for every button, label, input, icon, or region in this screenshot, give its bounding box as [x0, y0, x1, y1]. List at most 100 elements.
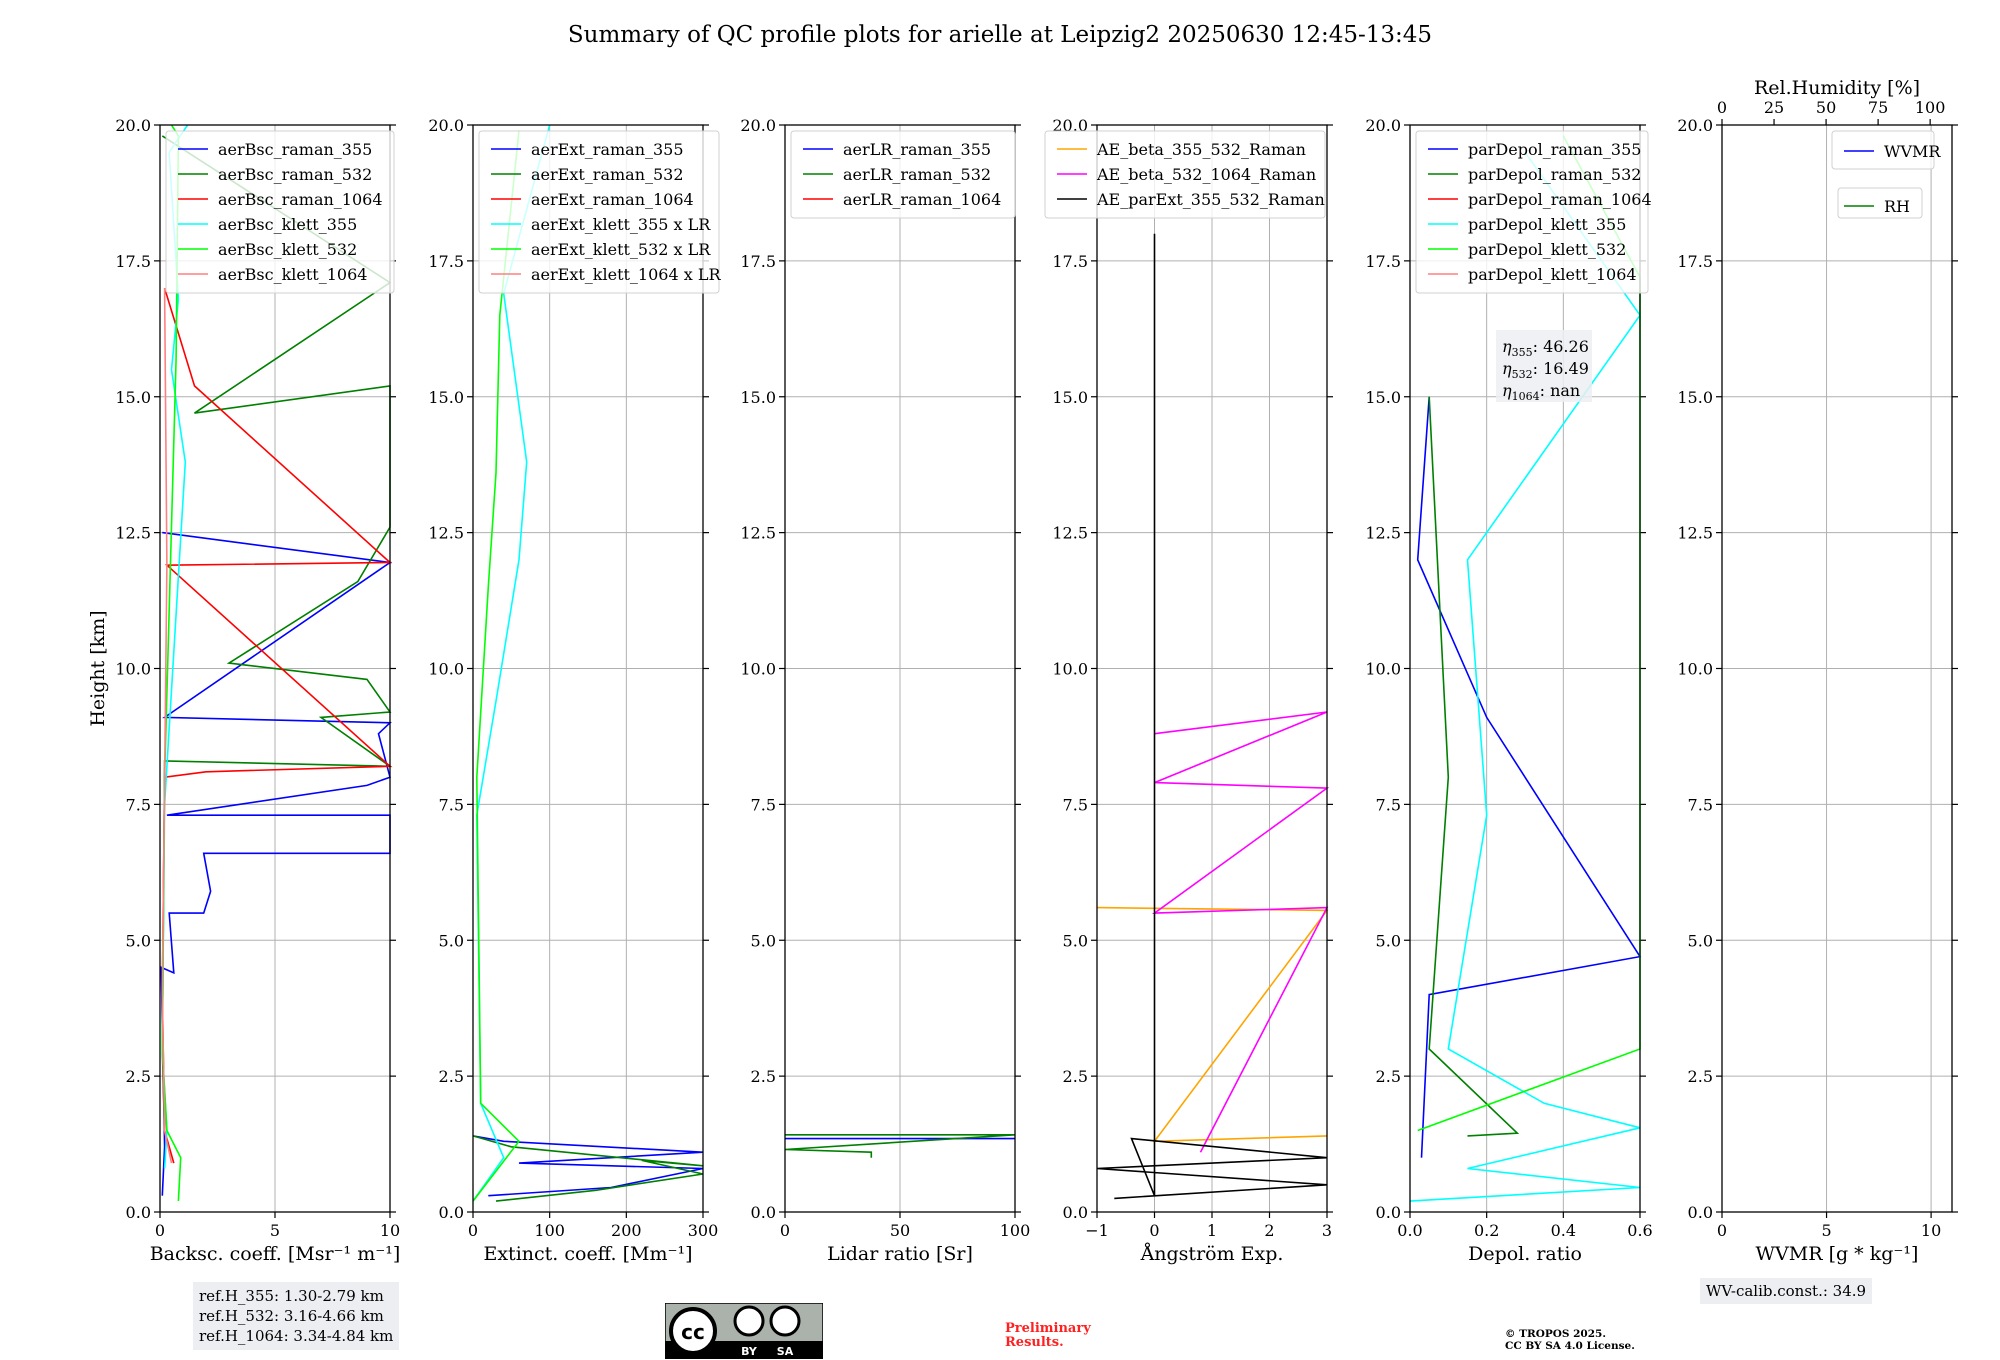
eta-symbol: η [1502, 337, 1512, 356]
legend-label: aerLR_raman_1064 [843, 190, 1001, 209]
x-tick-label: 0.6 [1627, 1221, 1652, 1240]
panel-1: 0.0 2.5 5.0 7.5 10.0 12.5 15.0 17.5 20.0 0 5 10 aerB… [87, 116, 400, 1265]
x-tick-label: −1 [1085, 1221, 1109, 1240]
legend-label: aerExt_raman_1064 [531, 190, 694, 209]
series-line-parDepol_klett_355 [1409, 151, 1641, 1202]
legend-label: parDepol_klett_355 [1468, 215, 1626, 234]
ref-height-532: ref.H_532: 3.16-4.66 km [199, 1307, 384, 1325]
y-tick-label: 0.0 [751, 1203, 776, 1222]
legend: WVMR RH [1831, 130, 1941, 219]
x-tick-label: 0 [468, 1221, 478, 1240]
legend-label: WVMR [1884, 142, 1941, 161]
y-tick-label: 2.5 [126, 1067, 151, 1086]
series-line-aerBsc_raman_532 [161, 135, 393, 1131]
legend-label: aerExt_klett_1064 x LR [531, 265, 721, 284]
top-x-tick-label: 75 [1868, 98, 1888, 117]
x-tick-label: 10 [1921, 1221, 1941, 1240]
y-tick-label: 10.0 [1365, 660, 1401, 679]
y-tick-label: 17.5 [1365, 252, 1401, 271]
x-tick-label: 0 [1717, 1221, 1727, 1240]
y-tick-label: 0.0 [439, 1203, 464, 1222]
y-tick-label: 20.0 [428, 116, 464, 135]
panel-3: 0.0 2.5 5.0 7.5 10.0 12.5 15.0 17.5 20.0 0 50 100 ae… [740, 116, 1030, 1265]
y-tick-label: 2.5 [1063, 1067, 1088, 1086]
legend-label: aerBsc_raman_1064 [218, 190, 383, 209]
panel-6: 0.02.55.07.510.012.515.017.520.00 5 10WVMR… [1677, 77, 1958, 1265]
cc-license-badge: cc BY SA [665, 1303, 823, 1359]
y-tick-label: 2.5 [439, 1067, 464, 1086]
preliminary-line-1: Preliminary [1005, 1321, 1091, 1336]
x-tick-label: 5 [1821, 1221, 1831, 1240]
legend-label: aerBsc_raman_532 [218, 165, 372, 184]
copyright-line-1: © TROPOS 2025. [1505, 1328, 1607, 1340]
y-tick-label: 10.0 [115, 660, 151, 679]
sa-text: SA [777, 1345, 794, 1358]
legend-label: AE_beta_355_532_Raman [1096, 140, 1306, 159]
y-tick-label: 5.0 [439, 931, 464, 950]
x-tick-label: 5 [270, 1221, 280, 1240]
legend-label: aerExt_klett_355 x LR [531, 215, 711, 234]
legend: AE_beta_355_532_Raman AE_beta_532_1064_Ra… [1044, 130, 1326, 219]
legend-label: aerLR_raman_532 [843, 165, 991, 184]
copyright-note: © TROPOS 2025. CC BY SA 4.0 License. [1505, 1328, 1635, 1352]
sa-share-icon [769, 1305, 801, 1337]
wv-calib-box: WV-calib.const.: 34.9 [1700, 1278, 1873, 1304]
series-line-AE_beta_355_532_Raman [1096, 906, 1329, 1143]
y-tick-label: 15.0 [740, 388, 776, 407]
legend: aerLR_raman_355 aerLR_raman_532 aerLR_rama… [790, 130, 1016, 219]
series-line-parDepol_raman_532 [1428, 396, 1520, 1137]
x-tick-label: 1 [1207, 1221, 1217, 1240]
ref-height-355: ref.H_355: 1.30-2.79 km [199, 1287, 384, 1305]
by-person-icon [733, 1305, 765, 1337]
legend-label: parDepol_klett_1064 [1468, 265, 1637, 284]
y-tick-label: 5.0 [126, 931, 151, 950]
ref-height-1064: ref.H_1064: 3.34-4.84 km [199, 1327, 394, 1345]
y-tick-label: 2.5 [751, 1067, 776, 1086]
x-axis-label: Backsc. coeff. [Msr⁻¹ m⁻¹] [150, 1243, 401, 1265]
legend-label: aerExt_raman_532 [531, 165, 684, 184]
x-axis-label: Ångström Exp. [1140, 1243, 1284, 1265]
y-tick-label: 17.5 [740, 252, 776, 271]
legend: aerExt_raman_355 aerExt_raman_532 aerExt_r… [478, 130, 721, 294]
y-tick-label: 7.5 [1376, 795, 1401, 814]
y-tick-label: 17.5 [1052, 252, 1088, 271]
eta-subscript: 1064 [1512, 390, 1540, 403]
legend-box [1831, 130, 1935, 170]
y-tick-label: 5.0 [1063, 931, 1088, 950]
top-x-tick-label: 0 [1717, 98, 1727, 117]
y-tick-label: 7.5 [751, 795, 776, 814]
y-tick-label: 15.0 [1677, 388, 1713, 407]
legend-label: aerBsc_klett_1064 [218, 265, 367, 284]
y-tick-label: 0.0 [1376, 1203, 1401, 1222]
legend-label: aerBsc_klett_355 [218, 215, 357, 234]
eta-symbol: η [1502, 359, 1512, 378]
top-x-axis-label: Rel.Humidity [%] [1754, 77, 1920, 99]
x-tick-label: 2 [1264, 1221, 1274, 1240]
y-tick-label: 17.5 [1677, 252, 1713, 271]
legend-box [478, 130, 720, 294]
eta-value: : 16.49 [1533, 359, 1589, 378]
axes-frame [1721, 124, 1953, 1213]
panel-4: 0.0 2.5 5.0 7.5 10.0 12.5 15.0 17.5 20.0 −1 0 1 2 3 AE… [1044, 116, 1333, 1265]
legend-label: parDepol_raman_1064 [1468, 190, 1652, 209]
x-axis-label: Extinct. coeff. [Mm⁻¹] [483, 1243, 692, 1265]
x-axis-label: WVMR [g * kg⁻¹] [1756, 1243, 1919, 1265]
legend-label: parDepol_raman_532 [1468, 165, 1641, 184]
y-tick-label: 12.5 [740, 524, 776, 543]
ref-heights-box: ref.H_355: 1.30-2.79 km ref.H_532: 3.16-… [193, 1282, 400, 1350]
series-line-aerExt_klett_532 x LR [472, 130, 521, 1202]
x-tick-label: 0.2 [1474, 1221, 1499, 1240]
y-tick-label: 0.0 [126, 1203, 151, 1222]
legend: aerBsc_raman_355 aerBsc_raman_532 aerBsc_r… [165, 130, 395, 294]
eta-symbol: η [1502, 381, 1512, 400]
copyright-line-2: CC BY SA 4.0 License. [1505, 1340, 1635, 1352]
eta-subscript: 355 [1512, 346, 1533, 359]
legend-label: AE_beta_532_1064_Raman [1096, 165, 1316, 184]
y-tick-label: 12.5 [1677, 524, 1713, 543]
y-tick-label: 5.0 [751, 931, 776, 950]
y-tick-label: 17.5 [428, 252, 464, 271]
y-tick-label: 10.0 [428, 660, 464, 679]
x-tick-label: 200 [611, 1221, 642, 1240]
top-x-tick-label: 100 [1915, 98, 1946, 117]
y-tick-label: 10.0 [740, 660, 776, 679]
